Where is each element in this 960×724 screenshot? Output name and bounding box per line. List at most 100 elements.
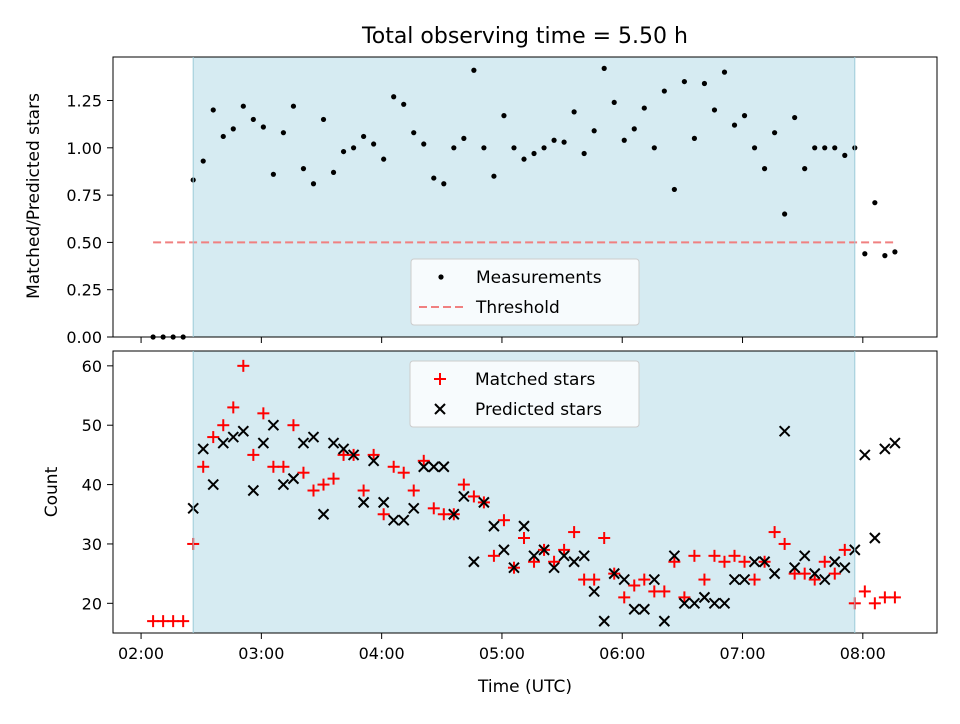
predicted-star-point xyxy=(317,508,330,520)
predicted-star-point xyxy=(889,437,901,449)
y-tick-label: 0.25 xyxy=(66,281,102,300)
measurement-point xyxy=(461,135,467,141)
x-axis-label: Time (UTC) xyxy=(477,677,572,697)
predicted-star-point xyxy=(698,591,711,604)
predicted-star-point xyxy=(568,556,580,568)
measurement-point xyxy=(892,249,898,255)
measurement-point xyxy=(511,145,517,151)
matched-star-point xyxy=(718,555,731,568)
matched-star-point xyxy=(367,448,380,461)
measurement-point xyxy=(421,141,427,147)
measurement-point xyxy=(812,145,818,151)
predicted-star-point xyxy=(478,496,490,509)
measurement-point xyxy=(391,94,397,100)
top-data-marks xyxy=(150,65,898,340)
predicted-star-point xyxy=(548,561,560,574)
matched-star-point xyxy=(297,466,310,479)
x-tick-label: 08:00 xyxy=(840,644,886,663)
top-ylabel: Matched/Predicted stars xyxy=(24,93,44,299)
measurement-point xyxy=(661,88,667,94)
matched-star-point xyxy=(668,555,681,568)
matched-star-point xyxy=(568,526,581,539)
predicted-star-point xyxy=(237,425,250,437)
measurement-point xyxy=(651,145,657,151)
measurement-point xyxy=(571,109,577,115)
matched-star-point xyxy=(217,419,230,432)
predicted-star-point xyxy=(217,437,229,449)
measurement-point xyxy=(320,116,327,123)
matched-star-point xyxy=(387,460,400,473)
bottom-axes-frame xyxy=(112,350,938,634)
predicted-star-point xyxy=(798,550,811,562)
measurement-point xyxy=(240,103,246,109)
predicted-star-point xyxy=(748,556,761,568)
measurement-point xyxy=(721,69,728,75)
top-axis-ticks: 0.00 0.25 0.50 0.75 1.00 1.25 xyxy=(66,92,864,347)
matched-star-point xyxy=(277,460,290,473)
predicted-star-point xyxy=(678,597,691,610)
measurement-point xyxy=(541,145,547,151)
measurement-point xyxy=(521,156,527,162)
predicted-star-point xyxy=(738,573,751,586)
top-legend: Measurements Threshold xyxy=(410,258,640,326)
matched-star-point xyxy=(197,460,210,473)
predicted-star-point xyxy=(859,449,871,461)
matched-star-point xyxy=(257,407,270,420)
measurement-point xyxy=(731,122,738,128)
matched-star-point xyxy=(467,490,480,503)
measurement-point xyxy=(441,181,447,187)
legend-threshold-label: Threshold xyxy=(475,298,560,318)
measurement-point xyxy=(681,78,687,85)
measurement-point xyxy=(300,166,307,172)
predicted-star-point xyxy=(638,603,650,615)
predicted-star-point xyxy=(448,508,460,520)
matched-star-point xyxy=(728,549,741,562)
predicted-star-point xyxy=(728,573,741,586)
predicted-star-point xyxy=(668,550,681,562)
measurement-point xyxy=(210,107,216,113)
measurement-point xyxy=(711,107,718,113)
x-tick-label: 04:00 xyxy=(359,644,405,663)
measurement-point xyxy=(751,145,758,151)
matched-star-point xyxy=(287,419,300,432)
predicted-star-point xyxy=(468,556,480,568)
measurement-point xyxy=(471,67,477,73)
measurement-point xyxy=(832,145,838,151)
predicted-star-point xyxy=(508,561,520,574)
matched-star-point xyxy=(658,585,671,598)
predicted-star-point xyxy=(207,478,219,491)
matched-star-point xyxy=(598,532,611,545)
y-tick-label: 1.00 xyxy=(66,139,102,158)
y-tick-label: 1.25 xyxy=(66,92,102,111)
predicted-star-point xyxy=(829,556,841,568)
y-tick-label: 20 xyxy=(82,594,102,613)
y-tick-label: 0.75 xyxy=(66,186,102,205)
measurement-point xyxy=(200,158,206,164)
legend-matched-label: Matched stars xyxy=(475,370,595,390)
predicted-star-point xyxy=(869,532,881,544)
predicted-star-point xyxy=(498,544,510,556)
measurement-point xyxy=(691,135,698,141)
predicted-star-point xyxy=(337,443,350,455)
predicted-star-point xyxy=(197,443,209,455)
measurement-point xyxy=(250,116,256,123)
measurement-point xyxy=(601,65,607,71)
predicted-star-point xyxy=(408,502,420,515)
matched-star-point xyxy=(157,615,170,628)
predicted-star-point xyxy=(618,573,630,586)
matched-star-point xyxy=(337,448,350,461)
measurement-point xyxy=(802,166,808,172)
predicted-star-point xyxy=(428,461,440,473)
predicted-star-point xyxy=(397,514,410,526)
predicted-star-point xyxy=(598,615,610,627)
matched-star-point xyxy=(738,555,751,568)
measurement-point xyxy=(501,113,507,119)
matched-star-point xyxy=(437,508,450,521)
measurement-point xyxy=(361,133,367,140)
bottom-ylabel: Count xyxy=(42,466,62,517)
matched-star-point xyxy=(638,573,651,586)
measurement-point xyxy=(561,139,567,145)
matched-star-point xyxy=(548,555,561,568)
measurement-point xyxy=(310,181,317,187)
measurement-point xyxy=(631,126,637,132)
